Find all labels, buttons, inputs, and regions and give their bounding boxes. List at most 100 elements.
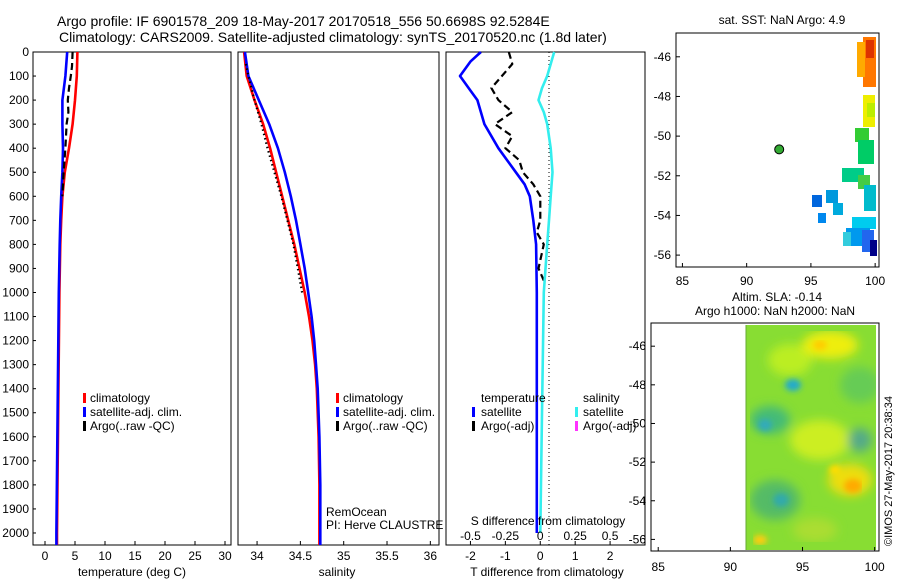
legend-label-t-satellite: satellite — [481, 405, 522, 419]
y-tick-label: 2000 — [2, 526, 29, 540]
x-tick-label: 20 — [158, 549, 172, 563]
sst-patch — [870, 240, 877, 256]
y-tick-label: -50 — [629, 416, 647, 430]
sla-spot — [813, 340, 827, 350]
series-line-satellite-adj-clim — [55, 51, 69, 545]
legend-swatch-satellite — [83, 407, 86, 417]
y-tick-label: 1900 — [2, 502, 29, 516]
series-line-temperature-argo-adj — [490, 51, 545, 281]
x-tick-label: 15 — [128, 549, 142, 563]
x-tick-label: 35 — [337, 549, 351, 563]
series-line-climatology — [55, 51, 79, 545]
x-tick-label: 25 — [188, 549, 202, 563]
y-tick-label: -46 — [654, 50, 672, 64]
annotation-project: RemOcean — [326, 505, 387, 519]
legend-label-satellite: satellite-adj. clim. — [343, 405, 435, 419]
sla-spot — [758, 419, 772, 431]
x-tick-label: -1 — [500, 549, 511, 563]
legend-label-climatology: climatology — [343, 391, 403, 405]
y-tick-label: 200 — [9, 93, 29, 107]
legend-swatch-argo — [83, 421, 86, 431]
x-tick-label: 34 — [250, 549, 264, 563]
y-tick-label: 1800 — [2, 478, 29, 492]
sla-spot — [773, 493, 789, 507]
sla-blob — [840, 367, 876, 403]
y-tick-label: 1600 — [2, 430, 29, 444]
y-tick-label: 1100 — [3, 310, 29, 324]
sla-blob — [750, 406, 790, 434]
sst-map-axes — [675, 32, 880, 268]
sst-patch — [843, 232, 851, 246]
sst-patch — [833, 203, 843, 215]
t-difference-xlabel: T difference from climatology — [470, 565, 624, 579]
s-tick-label: -0.25 — [492, 529, 520, 543]
legend-swatch-t-satellite — [472, 407, 475, 417]
sla-spot — [829, 465, 841, 475]
temperature-axes — [32, 51, 232, 546]
y-tick-label: -54 — [629, 494, 647, 508]
x-tick-label: 85 — [652, 560, 666, 574]
series-line-salinity-satellite — [537, 51, 556, 534]
y-tick-label: 1200 — [2, 334, 29, 348]
x-tick-label: 36 — [424, 549, 438, 563]
legend-title-salinity: salinity — [583, 391, 620, 405]
sla-spot — [844, 479, 862, 493]
legend-label-argo: Argo(..raw -QC) — [90, 419, 175, 433]
legend-label-s-argo: Argo(-adj) — [583, 419, 636, 433]
y-tick-label: 600 — [9, 189, 29, 203]
y-tick-label: 700 — [9, 213, 29, 227]
temperature-panel: 0100200300400500600700800900100011001200… — [2, 45, 232, 579]
legend-label-climatology: climatology — [90, 391, 150, 405]
imos-stamp: ©IMOS 27-May-2017 20:38:34 — [883, 396, 895, 546]
s-difference-label: S difference from climatology — [471, 514, 626, 528]
sla-field — [746, 325, 876, 550]
series-line-temperature-satellite — [458, 51, 539, 533]
x-tick-label: 0 — [537, 549, 544, 563]
y-tick-label: 1000 — [2, 285, 29, 299]
sst-patch — [857, 42, 865, 77]
sst-patch — [826, 190, 838, 203]
y-tick-label: -52 — [629, 455, 647, 469]
header-line2: Climatology: CARS2009. Satellite-adjuste… — [59, 29, 607, 45]
y-tick-label: -50 — [654, 129, 672, 143]
temperature-legend: climatology satellite-adj. clim. Argo(..… — [83, 391, 182, 433]
sst-patches — [812, 37, 877, 256]
x-tick-label: 35.5 — [375, 549, 399, 563]
sst-patch — [858, 140, 874, 164]
sla-blob — [768, 344, 812, 376]
y-tick-label: -46 — [629, 339, 647, 353]
sst-title: sat. SST: NaN Argo: 4.9 — [719, 13, 846, 27]
legend-label-s-satellite: satellite — [583, 405, 624, 419]
salinity-xlabel: salinity — [319, 565, 356, 579]
s-tick-label: 0.5 — [602, 529, 619, 543]
s-tick-label: -0.5 — [460, 529, 481, 543]
legend-swatch-climatology — [336, 393, 339, 403]
y-tick-label: 500 — [9, 165, 29, 179]
y-tick-label: -54 — [654, 208, 672, 222]
sst-patch — [855, 128, 869, 142]
x-tick-label: 1 — [572, 549, 579, 563]
sst-patch — [866, 40, 874, 58]
header-line1: Argo profile: IF 6901578_209 18-May-2017… — [57, 13, 550, 29]
salinity-axes — [237, 51, 440, 546]
x-tick-label: 0 — [42, 549, 49, 563]
legend-swatch-argo — [336, 421, 339, 431]
annotation-pi: PI: Herve CLAUSTRE — [326, 518, 443, 532]
difference-legend: temperature salinity satellite Argo(-adj… — [472, 391, 636, 433]
sst-patch — [818, 213, 826, 223]
legend-label-satellite: satellite-adj. clim. — [90, 405, 182, 419]
x-tick-label: 90 — [740, 274, 754, 288]
x-tick-label: 30 — [218, 549, 232, 563]
x-tick-label: 95 — [804, 274, 818, 288]
y-tick-label: -56 — [654, 248, 672, 262]
y-tick-label: 1500 — [2, 406, 29, 420]
sla-map-panel: Altim. SLA: -0.14 Argo h1000: NaN h2000:… — [629, 290, 895, 574]
sst-patch — [812, 195, 822, 207]
argo-position-marker — [774, 144, 785, 155]
sst-patch — [867, 103, 875, 117]
x-tick-label: -2 — [465, 549, 476, 563]
salinity-legend: climatology satellite-adj. clim. Argo(..… — [336, 391, 435, 433]
x-tick-label: 85 — [676, 274, 690, 288]
s-tick-label: 0 — [537, 529, 544, 543]
